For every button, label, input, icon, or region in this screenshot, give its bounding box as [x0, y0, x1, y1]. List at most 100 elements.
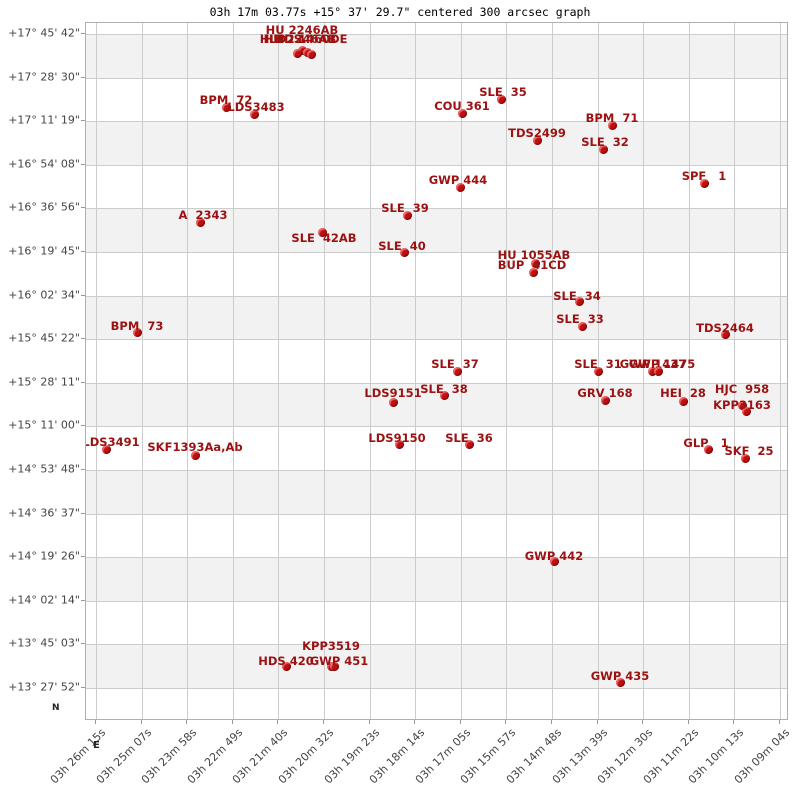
star-marker[interactable]	[653, 366, 663, 376]
vertical-gridline	[187, 23, 189, 719]
star-marker[interactable]	[281, 661, 291, 671]
y-axis-tick-mark	[81, 687, 85, 688]
star-marker[interactable]	[249, 109, 259, 119]
star-marker[interactable]	[741, 406, 751, 416]
star-marker[interactable]	[574, 296, 584, 306]
star-marker[interactable]	[132, 327, 142, 337]
horizontal-gridline	[86, 295, 787, 297]
horizontal-gridline	[86, 252, 787, 253]
star-marker[interactable]	[402, 210, 412, 220]
grid-band	[86, 470, 787, 514]
horizontal-gridline	[86, 644, 787, 646]
y-axis-tick-label: +17° 11' 19"	[8, 113, 80, 127]
y-axis-tick-mark	[81, 643, 85, 645]
star-marker[interactable]	[600, 395, 610, 405]
vertical-gridline	[688, 23, 690, 719]
y-axis-tick-label: +16° 54' 08"	[8, 157, 80, 171]
vertical-gridline	[552, 23, 553, 719]
star-marker[interactable]	[720, 329, 730, 339]
x-axis-tick-mark	[642, 720, 644, 724]
star-marker[interactable]	[439, 390, 449, 400]
x-axis-tick-mark	[505, 720, 507, 724]
star-marker[interactable]	[647, 366, 657, 376]
star-marker[interactable]	[457, 108, 467, 118]
horizontal-gridline	[86, 426, 787, 428]
x-axis-tick-mark	[95, 720, 96, 724]
star-marker[interactable]	[399, 247, 409, 257]
y-axis-tick-mark	[81, 512, 85, 514]
star-marker[interactable]	[532, 135, 542, 145]
star-marker[interactable]	[703, 444, 713, 454]
x-axis-tick-mark	[368, 720, 370, 724]
star-marker[interactable]	[528, 267, 538, 277]
horizontal-gridline	[86, 208, 787, 210]
y-axis-tick-label: +13° 45' 03"	[8, 636, 80, 650]
star-marker[interactable]	[577, 321, 587, 331]
y-axis-tick-label: +13° 27' 52"	[8, 680, 80, 694]
star-marker[interactable]	[615, 677, 625, 687]
star-marker[interactable]	[598, 144, 608, 154]
horizontal-gridline	[86, 688, 787, 689]
y-axis-tick-label: +16° 02' 34"	[8, 288, 80, 302]
horizontal-gridline	[86, 382, 787, 384]
y-axis-tick-mark	[81, 294, 85, 296]
vertical-gridline	[141, 23, 143, 719]
y-axis-tick-mark	[81, 120, 85, 122]
star-marker[interactable]	[593, 366, 603, 376]
star-marker[interactable]	[190, 450, 200, 460]
y-axis-tick-mark	[81, 163, 85, 165]
star-marker[interactable]	[329, 661, 339, 671]
grid-band	[86, 644, 787, 688]
star-marker[interactable]	[740, 453, 750, 463]
grid-band	[86, 382, 787, 427]
x-axis-tick-mark	[323, 720, 324, 724]
star-marker[interactable]	[394, 439, 404, 449]
chart-title: 03h 17m 03.77s +15° 37' 29.7" centered 3…	[209, 5, 591, 19]
y-axis-tick-label: +15° 45' 22"	[8, 331, 80, 345]
star-marker[interactable]	[195, 217, 205, 227]
vertical-gridline	[96, 23, 97, 719]
x-axis-tick-mark	[140, 720, 142, 724]
grid-band	[86, 34, 787, 78]
star-marker[interactable]	[306, 49, 316, 59]
vertical-gridline	[324, 23, 325, 719]
star-marker[interactable]	[452, 366, 462, 376]
x-axis-tick-mark	[459, 720, 461, 724]
y-axis-tick-mark	[81, 76, 85, 78]
horizontal-gridline	[86, 513, 787, 515]
y-axis-tick-label: +16° 19' 45"	[8, 244, 80, 258]
star-marker[interactable]	[530, 258, 540, 268]
horizontal-gridline	[86, 470, 787, 471]
star-marker[interactable]	[101, 444, 111, 454]
grid-band	[86, 208, 787, 252]
star-marker[interactable]	[549, 556, 559, 566]
star-marker[interactable]	[388, 397, 398, 407]
y-axis-tick-mark	[81, 338, 85, 340]
horizontal-gridline	[86, 339, 787, 341]
y-axis-tick-mark	[81, 599, 85, 601]
star-marker[interactable]	[292, 48, 302, 58]
star-marker[interactable]	[464, 439, 474, 449]
horizontal-gridline	[86, 557, 787, 559]
y-axis-tick-label: +15° 11' 00"	[8, 418, 80, 432]
star-marker[interactable]	[297, 45, 307, 55]
vertical-gridline	[415, 23, 417, 719]
x-axis-tick-mark	[687, 720, 689, 724]
x-axis-tick-mark	[596, 720, 598, 724]
star-marker[interactable]	[455, 182, 465, 192]
star-marker[interactable]	[678, 396, 688, 406]
east-direction-marker: E	[93, 740, 100, 751]
star-marker[interactable]	[496, 94, 506, 104]
y-axis-tick-label: +17° 45' 42"	[8, 26, 80, 40]
star-marker[interactable]	[317, 227, 327, 237]
star-marker[interactable]	[699, 178, 709, 188]
x-axis-tick-mark	[414, 720, 416, 724]
star-marker[interactable]	[221, 102, 231, 112]
y-axis-tick-mark	[81, 207, 85, 209]
horizontal-gridline	[86, 34, 787, 35]
x-axis-tick-mark	[733, 720, 735, 724]
star-marker[interactable]	[737, 400, 747, 410]
star-marker[interactable]	[607, 120, 617, 130]
